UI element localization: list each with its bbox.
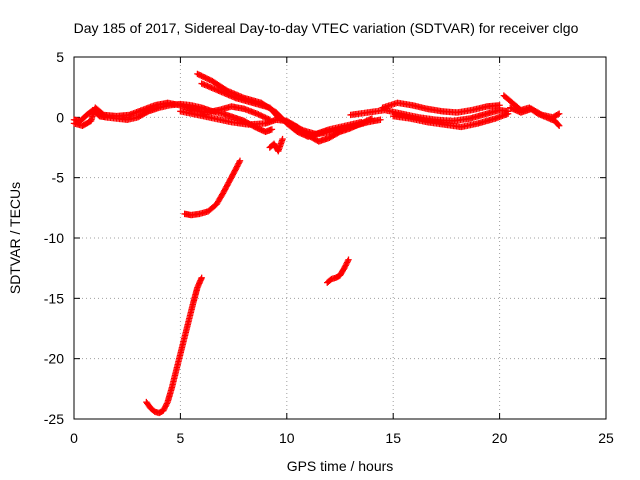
data-point (555, 110, 563, 117)
data-point (537, 110, 545, 118)
data-point (198, 274, 205, 282)
y-axis-label: SDTVAR / TECUs (7, 182, 23, 294)
x-tick-label: 10 (279, 430, 295, 446)
y-tick-label: 5 (56, 49, 64, 65)
data-point (259, 113, 266, 120)
data-point (555, 122, 563, 129)
series-arc-i (390, 110, 512, 131)
data-point (344, 257, 352, 265)
data-point (258, 112, 265, 119)
data-point (255, 111, 262, 118)
data-point (496, 102, 503, 109)
data-point (161, 404, 168, 411)
y-tick-label: -5 (52, 170, 65, 186)
data-point (232, 166, 239, 173)
data-point (341, 263, 349, 270)
x-tick-label: 0 (70, 430, 78, 446)
x-tick-label: 15 (385, 430, 401, 446)
data-point (342, 262, 349, 269)
x-tick-label: 25 (598, 430, 614, 446)
data-point (233, 164, 240, 172)
data-point (555, 121, 562, 129)
data-point (341, 264, 348, 272)
data-point (343, 259, 351, 266)
data-point (253, 110, 261, 117)
data-point (233, 163, 241, 170)
series-arc-b (70, 99, 273, 129)
data-point (343, 260, 350, 268)
series-arc-h (379, 99, 503, 116)
axis-ticks: 0 5 10 15 20 25 5 0 -5 -10 -15 -20 -25 (44, 49, 614, 446)
series-arc-k (507, 104, 563, 121)
data-point (368, 115, 376, 122)
data-point (236, 158, 243, 166)
data-point (162, 403, 169, 410)
y-tick-label: 0 (56, 109, 64, 125)
series-arc-m (143, 274, 205, 417)
x-axis-label: GPS time / hours (287, 458, 394, 474)
data-point (234, 161, 242, 169)
data-point (163, 400, 171, 407)
data-point (260, 113, 268, 121)
data-point (345, 256, 352, 263)
y-tick-label: -15 (44, 290, 64, 306)
data-point (279, 135, 286, 143)
data-point (377, 116, 384, 123)
data-point (554, 111, 562, 118)
data-point (268, 126, 276, 133)
series-arc-n (324, 256, 352, 286)
data-point (235, 160, 242, 167)
y-tick-label: -10 (44, 230, 64, 246)
data-point (262, 114, 269, 121)
y-tick-label: -20 (44, 351, 64, 367)
x-tick-label: 20 (492, 430, 508, 446)
data-point (256, 111, 264, 119)
data-point (236, 157, 244, 164)
series-arc-e (177, 108, 376, 145)
series-arc-l (181, 157, 244, 219)
data-point (163, 401, 170, 409)
data-point (160, 405, 168, 413)
x-tick-label: 5 (177, 430, 185, 446)
data-point (160, 407, 167, 414)
chart-title: Day 185 of 2017, Sidereal Day-to-day VTE… (74, 20, 579, 36)
series-arc-f (266, 135, 286, 155)
data-point (504, 110, 512, 117)
y-tick-label: -25 (44, 411, 64, 427)
data-marks (70, 70, 563, 417)
